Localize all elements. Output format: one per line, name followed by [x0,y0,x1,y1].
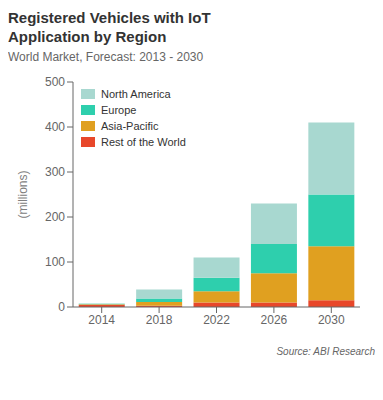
html-text:Application by Region: Application by Region [8,28,167,45]
svg-text:0: 0 [58,300,65,314]
svg-text:500: 500 [45,75,65,89]
html-text:World Market, Forecast: 2013 -: World Market, Forecast: 2013 - 2030 [8,50,204,64]
svg-text:2030: 2030 [318,313,345,327]
svg-text:200: 200 [45,210,65,224]
html-text:Registered Vehicles with IoT: Registered Vehicles with IoT [8,9,211,26]
svg-text:400: 400 [45,120,65,134]
svg-text:300: 300 [45,165,65,179]
html-text:North America: North America [101,88,171,100]
svg-text:100: 100 [45,255,65,269]
svg-text:(millions): (millions) [16,170,30,218]
svg-text:2026: 2026 [261,313,288,327]
svg-text:2014: 2014 [88,313,115,327]
svg-text:2018: 2018 [146,313,173,327]
svg-text:2022: 2022 [203,313,230,327]
html-text:Source: ABI Research: Source: ABI Research [276,346,375,357]
html-text:Europe: Europe [101,104,137,116]
html-text:Rest of the World: Rest of the World [101,136,186,148]
html-text:Asia-Pacific: Asia-Pacific [101,120,159,132]
